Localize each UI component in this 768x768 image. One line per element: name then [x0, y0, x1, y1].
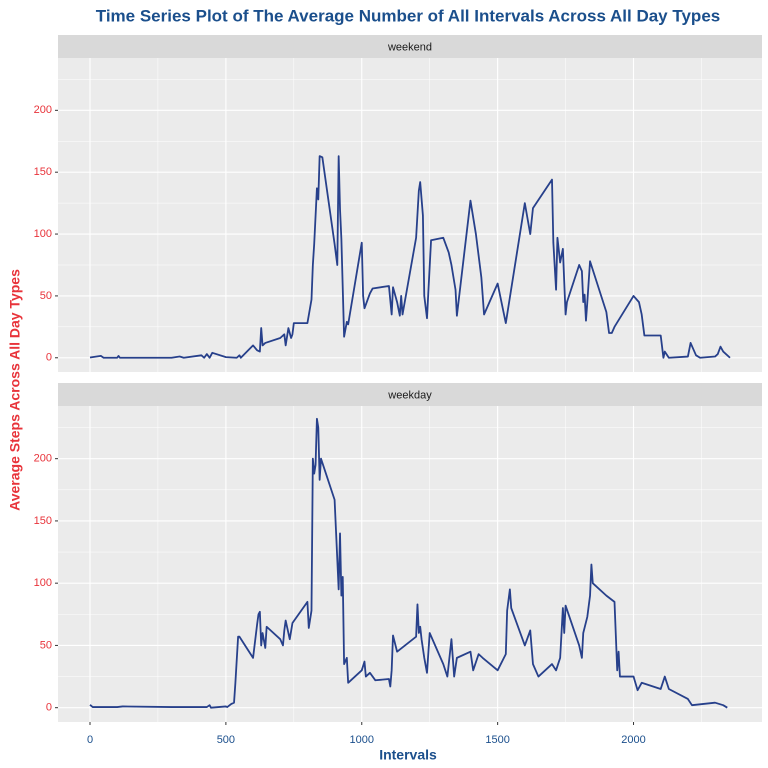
chart-title: Time Series Plot of The Average Number o… [96, 6, 720, 25]
y-tick-label: 200 [34, 104, 52, 116]
y-tick-label: 150 [34, 515, 52, 527]
strip-label: weekend [387, 41, 432, 53]
y-tick-label: 100 [34, 228, 52, 240]
x-tick-label: 2000 [621, 734, 645, 746]
y-tick-label: 200 [34, 453, 52, 465]
x-tick-label: 1000 [350, 734, 374, 746]
y-tick-label: 0 [46, 702, 52, 714]
x-tick-label: 500 [217, 734, 235, 746]
strip-label: weekday [387, 389, 432, 401]
x-tick-label: 1500 [485, 734, 509, 746]
strip [58, 35, 762, 58]
panel [58, 58, 762, 372]
panel [58, 406, 762, 722]
y-tick-label: 50 [40, 639, 52, 651]
data-line [89, 155, 731, 359]
y-tick-label: 100 [34, 577, 52, 589]
x-tick-label: 0 [87, 734, 93, 746]
data-line [89, 417, 728, 709]
y-axis-label: Average Steps Across All Day Types [7, 269, 23, 511]
y-tick-label: 150 [34, 166, 52, 178]
y-tick-label: 0 [46, 352, 52, 364]
y-tick-label: 50 [40, 290, 52, 302]
strip [58, 383, 762, 406]
x-axis-label: Intervals [379, 747, 437, 763]
